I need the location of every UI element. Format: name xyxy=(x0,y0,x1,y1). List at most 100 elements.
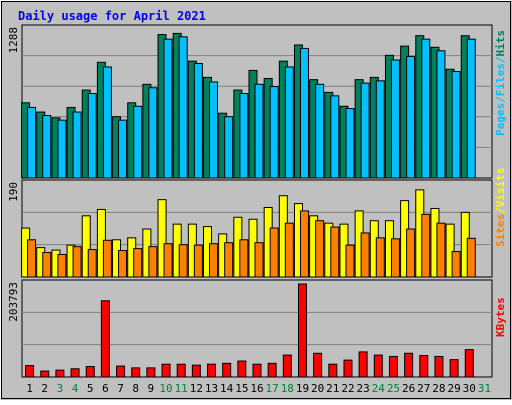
bar-kbytes-day-4 xyxy=(70,368,80,378)
bar-kbytes-day-10 xyxy=(161,363,171,378)
bar-files-day-20 xyxy=(315,83,325,179)
bar-kbytes-day-9 xyxy=(146,367,156,378)
legend-entry: / xyxy=(494,207,507,214)
bar-files-day-2 xyxy=(42,115,52,179)
bar-files-day-25 xyxy=(390,59,400,179)
x-tick-label-day-14: 14 xyxy=(220,382,234,395)
bar-sites-day-17 xyxy=(269,227,279,278)
bar-sites-day-11 xyxy=(178,244,188,278)
x-tick-label-day-8: 8 xyxy=(132,382,139,395)
x-tick-label-day-11: 11 xyxy=(175,382,188,395)
bar-sites-day-23 xyxy=(360,232,370,278)
x-tick-label-day-25: 25 xyxy=(387,382,400,395)
bar-sites-day-6 xyxy=(102,239,112,278)
x-tick-label-day-17: 17 xyxy=(266,382,279,395)
legend-kbytes: KBytes xyxy=(494,297,507,337)
bar-files-day-4 xyxy=(72,111,82,179)
x-tick-label-day-29: 29 xyxy=(447,382,460,395)
legend-entry: KBytes xyxy=(494,297,507,337)
bar-files-day-29 xyxy=(451,71,461,179)
legend-entry: Hits xyxy=(494,30,507,57)
bar-visits-day-5 xyxy=(81,215,91,278)
bar-kbytes-day-18 xyxy=(282,354,292,378)
bar-files-day-19 xyxy=(299,47,309,179)
bar-sites-day-27 xyxy=(421,213,431,278)
x-tick-label-day-9: 9 xyxy=(148,382,155,395)
bar-visits-day-29 xyxy=(445,223,455,278)
bar-sites-day-4 xyxy=(72,246,82,278)
bar-sites-day-13 xyxy=(209,243,219,278)
bar-files-day-11 xyxy=(178,36,188,179)
bar-kbytes-day-21 xyxy=(328,363,338,378)
bar-sites-day-30 xyxy=(466,237,476,278)
bar-sites-day-10 xyxy=(163,243,173,278)
x-tick-label-day-23: 23 xyxy=(357,382,370,395)
x-tick-label-day-2: 2 xyxy=(41,382,48,395)
chart-title: Daily usage for April 2021 xyxy=(18,9,206,23)
bar-kbytes-day-2 xyxy=(40,370,50,378)
x-tick-label-day-30: 30 xyxy=(463,382,476,395)
x-tick-label-day-7: 7 xyxy=(117,382,124,395)
bar-kbytes-day-8 xyxy=(131,367,141,378)
bar-files-day-10 xyxy=(163,38,173,179)
bar-kbytes-day-28 xyxy=(434,355,444,378)
bar-kbytes-day-13 xyxy=(207,363,217,378)
x-tick-label-day-5: 5 xyxy=(87,382,94,395)
bar-kbytes-day-14 xyxy=(222,362,232,378)
bar-sites-day-7 xyxy=(118,250,128,278)
bar-kbytes-day-16 xyxy=(252,363,262,378)
legend-entry: Files xyxy=(494,63,507,96)
legend-entry: / xyxy=(494,96,507,103)
bar-sites-day-8 xyxy=(133,248,143,278)
x-tick-label-day-26: 26 xyxy=(402,382,415,395)
bar-kbytes-day-23 xyxy=(358,351,368,378)
legend-entry: Visits xyxy=(494,168,507,208)
bar-sites-day-3 xyxy=(57,253,67,278)
panel-sites-visits: 190 Sites/Visits xyxy=(7,168,507,278)
bar-files-day-9 xyxy=(148,87,158,179)
bar-kbytes-day-26 xyxy=(404,352,414,378)
x-tick-label-day-19: 19 xyxy=(296,382,309,395)
bar-sites-day-26 xyxy=(406,228,416,278)
bar-files-day-1 xyxy=(27,106,37,179)
bar-files-day-15 xyxy=(239,93,249,179)
bar-sites-day-22 xyxy=(345,244,355,278)
bar-files-day-26 xyxy=(406,56,416,179)
bar-files-day-24 xyxy=(375,80,385,179)
bar-kbytes-day-1 xyxy=(25,365,35,378)
bar-sites-day-19 xyxy=(299,210,309,278)
bar-files-day-22 xyxy=(345,108,355,179)
bar-kbytes-day-27 xyxy=(419,355,429,378)
bar-sites-day-1 xyxy=(27,239,37,278)
bar-kbytes-day-25 xyxy=(388,355,398,378)
bar-kbytes-day-30 xyxy=(464,349,474,378)
x-tick-label-day-18: 18 xyxy=(281,382,294,395)
frame-border xyxy=(1,1,511,399)
bar-sites-day-15 xyxy=(239,239,249,278)
bar-sites-day-18 xyxy=(284,222,294,278)
bar-sites-day-5 xyxy=(87,249,97,278)
bar-kbytes-day-22 xyxy=(343,359,353,378)
x-tick-label-day-10: 10 xyxy=(159,382,172,395)
bar-files-day-12 xyxy=(193,62,203,179)
x-tick-label-day-3: 3 xyxy=(57,382,64,395)
bar-sites-day-20 xyxy=(315,220,325,278)
bar-sites-day-21 xyxy=(330,226,340,278)
bar-sites-day-12 xyxy=(193,244,203,278)
bar-files-day-23 xyxy=(360,82,370,179)
bar-kbytes-day-24 xyxy=(373,354,383,378)
x-tick-label-day-28: 28 xyxy=(432,382,445,395)
x-tick-label-day-1: 1 xyxy=(26,382,33,395)
bar-kbytes-day-3 xyxy=(55,369,65,378)
bar-files-day-30 xyxy=(466,38,476,179)
legend-hits-files-pages: Pages/Files/Hits xyxy=(494,30,507,136)
panels-layer: 1288Pages/Files/Hits190Sites/Visits20379… xyxy=(7,24,507,378)
bar-visits-day-10 xyxy=(157,199,167,278)
bar-sites-day-24 xyxy=(375,237,385,278)
bar-files-day-14 xyxy=(224,116,234,179)
bar-kbytes-day-11 xyxy=(176,363,186,378)
y-max-label: 203793 xyxy=(7,282,20,322)
panel-kbytes: 203793 KBytes xyxy=(7,279,507,378)
bar-files-day-13 xyxy=(209,81,219,179)
